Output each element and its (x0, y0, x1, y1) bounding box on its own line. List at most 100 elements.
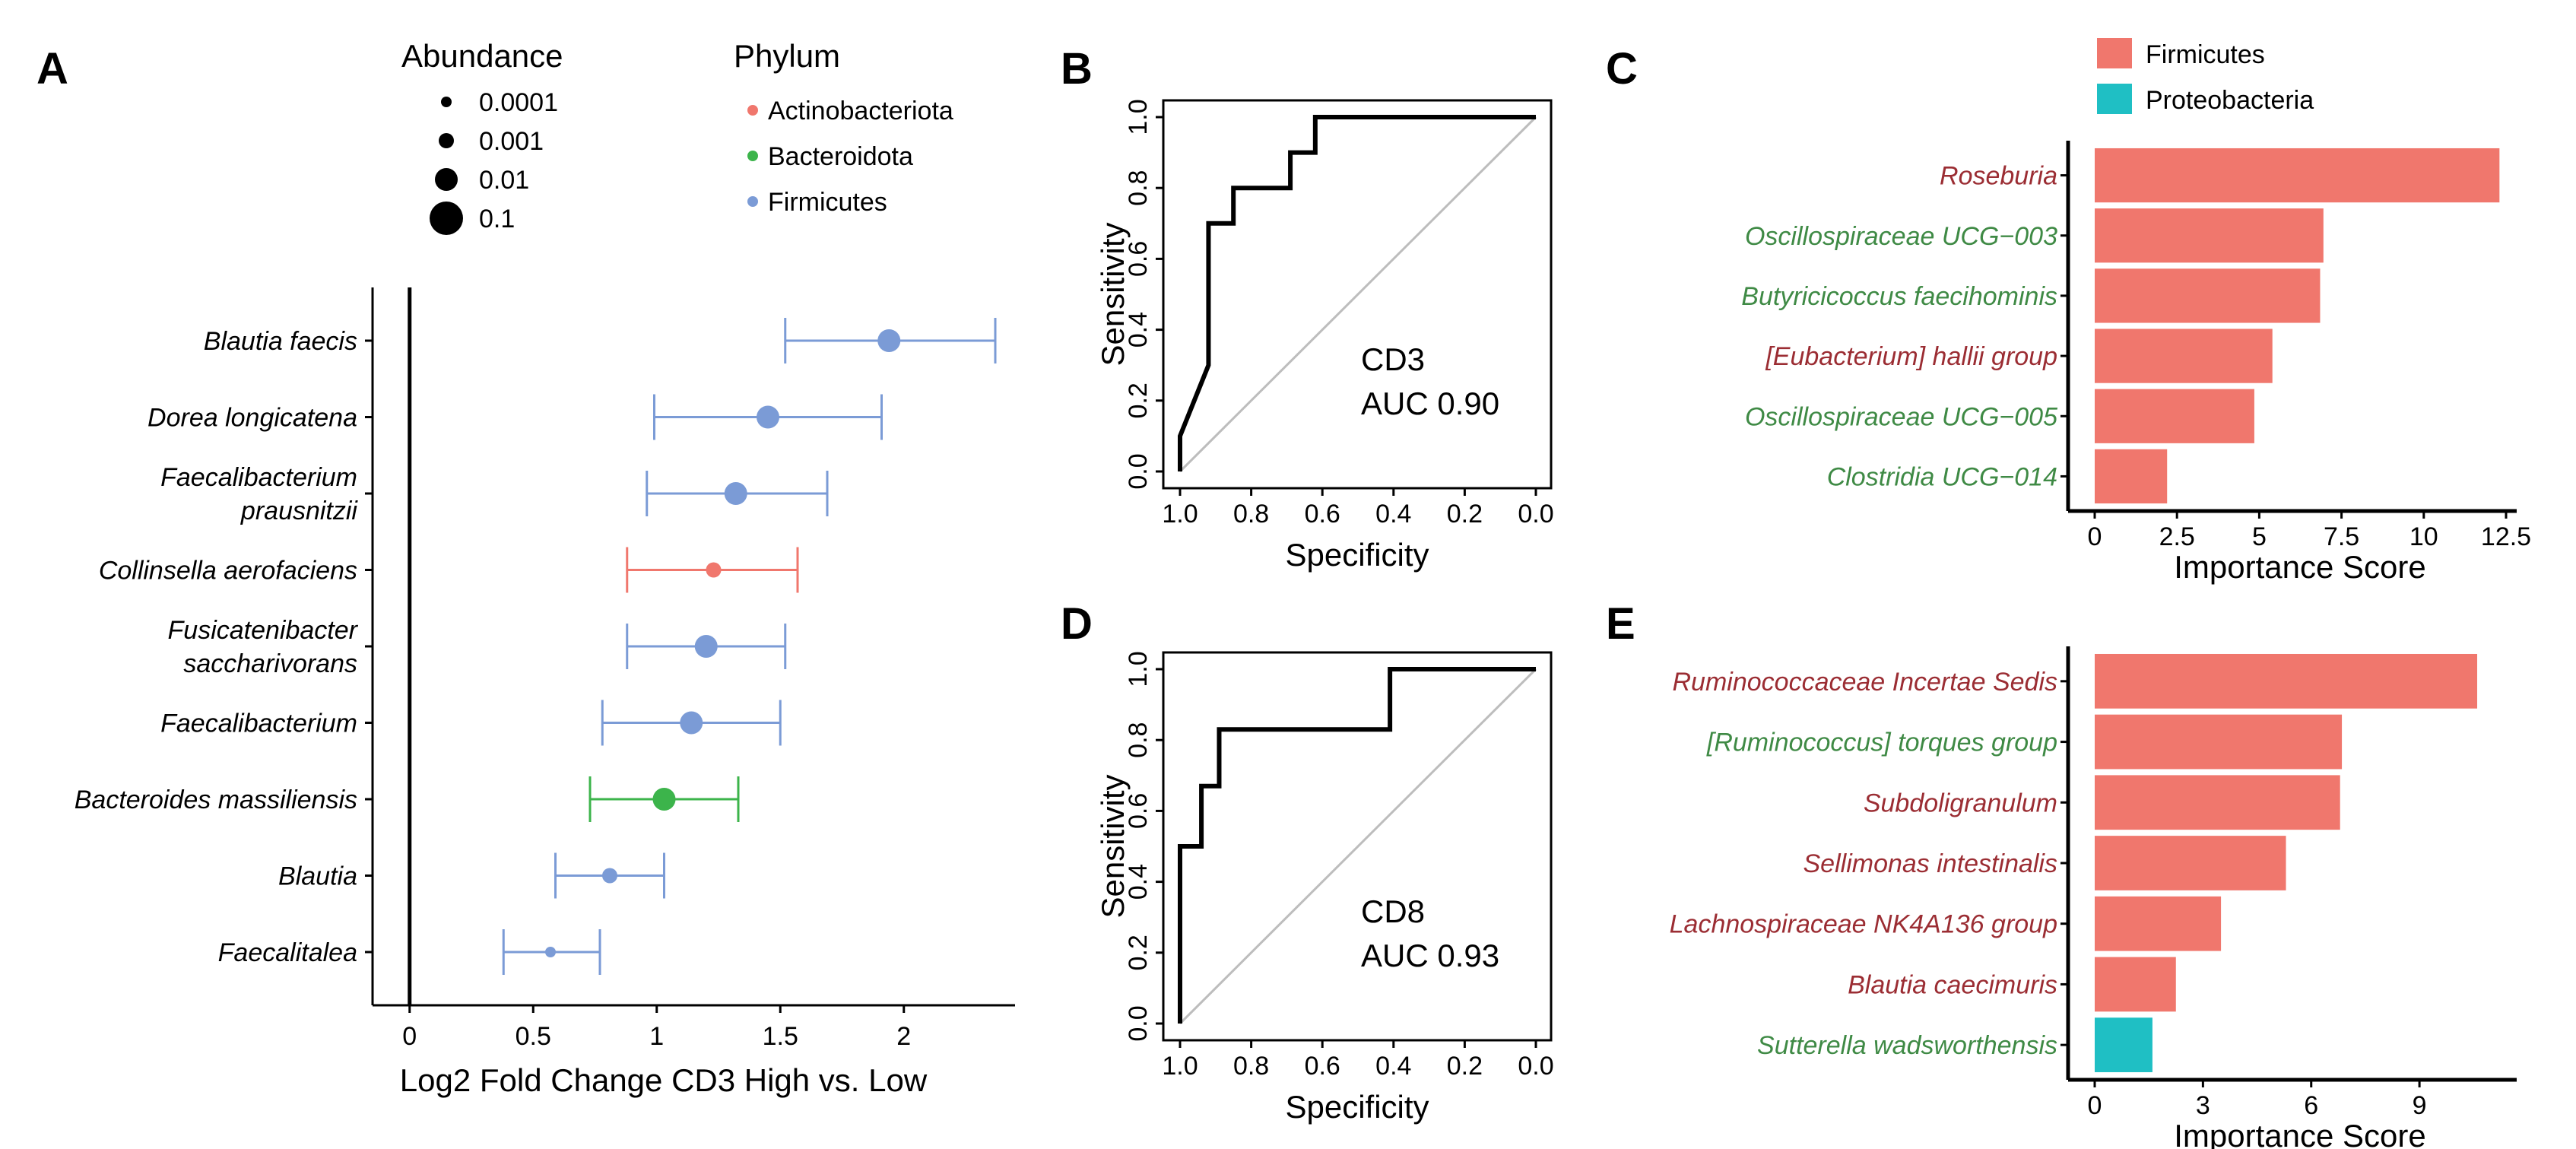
bar-label: [Ruminococcus] torques group (1706, 728, 2057, 757)
y-tick-label: Faecalibacterium (160, 463, 357, 492)
y-tick-label: 0.6 (1124, 241, 1153, 277)
y-axis-title: Sensitivity (1095, 774, 1131, 918)
importance-bar (2095, 389, 2254, 443)
bar-label: Sellimonas intestinalis (1804, 849, 2058, 878)
x-tick-label: 1.0 (1162, 1052, 1198, 1081)
importance-bar (2095, 208, 2324, 263)
y-tick-label: 0.4 (1124, 312, 1153, 348)
legend-swatch (2097, 84, 2132, 114)
importance-bar (2095, 268, 2321, 323)
x-tick-label: 2.5 (2159, 522, 2195, 551)
roc-curve (1178, 667, 1536, 1024)
data-point (694, 635, 718, 658)
chance-diagonal (1179, 668, 1537, 1025)
importance-bar (2095, 1017, 2152, 1073)
roc-annotation-label: CD3 (1361, 341, 1425, 377)
x-tick-label: 1 (649, 1022, 664, 1051)
plot-frame (1162, 651, 1553, 1042)
panel-label-d: D (1061, 599, 1093, 649)
y-tick-label: Faecalitalea (218, 938, 357, 967)
panel-label-c: C (1606, 44, 1638, 94)
x-tick-label: 7.5 (2324, 522, 2359, 551)
bar-label: Oscillospiraceae UCG−003 (1745, 222, 2057, 251)
phylum-legend-dot (747, 105, 758, 116)
importance-bar (2095, 148, 2500, 203)
x-axis-title: Log2 Fold Change CD3 High vs. Low (400, 1062, 928, 1098)
data-point (757, 405, 779, 429)
x-tick-label: 0.0 (1518, 1052, 1553, 1081)
data-point (680, 711, 703, 735)
data-point (706, 562, 722, 578)
size-legend-label: 0.01 (479, 166, 529, 195)
size-legend-dot (435, 168, 458, 191)
data-point (602, 868, 617, 884)
size-legend-dot (439, 133, 454, 148)
y-tick-label: 0.6 (1124, 793, 1153, 829)
x-tick-label: 0.5 (516, 1022, 551, 1051)
x-tick-label: 0.8 (1233, 1052, 1269, 1081)
chance-diagonal (1179, 116, 1537, 473)
y-tick-label: Bacteroides massiliensis (75, 786, 357, 814)
data-point (724, 482, 747, 505)
panel-d-roc-curve: 1.0 0.8 0.6 0.4 0.2 0.0 0.0 0.2 0.4 0.6 0.8 1.0 Spec… (1095, 651, 1554, 1125)
x-tick-label: 6 (2304, 1091, 2318, 1120)
size-legend-label: 0.0001 (479, 88, 558, 117)
panel-label-a: A (36, 44, 68, 94)
bar-label: Blautia caecimuris (1848, 970, 2057, 999)
x-tick-label: 1.0 (1162, 500, 1198, 528)
y-tick-label: 0.2 (1124, 935, 1153, 970)
panel-b-roc-curve: 1.0 0.8 0.6 0.4 0.2 0.0 0.0 0.2 0.4 0.6 0.8 1.0 Spec… (1095, 99, 1554, 573)
legend-swatch (2097, 38, 2132, 68)
y-tick-label: Faecalibacterium (160, 709, 357, 738)
y-tick-label: 1.0 (1124, 99, 1153, 135)
y-tick-label: Fusicatenibacter (168, 616, 359, 645)
y-tick-label: Collinsella aerofaciens (99, 557, 357, 586)
bar-label: Ruminococcaceae Incertae Sedis (1673, 668, 2058, 697)
bar-label: Lachnospiraceae NK4A136 group (1670, 910, 2057, 939)
panel-e-importance-bars: Ruminococcaceae Incertae Sedis [Ruminococ… (1670, 646, 2517, 1149)
x-axis-title: Importance Score (2174, 549, 2426, 585)
phylum-legend-title: Phylum (734, 38, 840, 74)
y-tick-label: 0.2 (1124, 382, 1153, 418)
bar-label: Roseburia (1940, 162, 2057, 191)
importance-bar (2095, 329, 2273, 383)
x-tick-label: 10 (2409, 522, 2438, 551)
roc-curve (1178, 115, 1536, 471)
panel-label-e: E (1606, 599, 1635, 649)
y-tick-label: 0.4 (1124, 864, 1153, 900)
bar-label: Subdoligranulum (1864, 789, 2057, 817)
importance-bar (2095, 957, 2176, 1012)
x-tick-label: 0.8 (1233, 500, 1269, 528)
y-tick-label: 1.0 (1124, 651, 1153, 687)
data-point (545, 947, 556, 957)
data-point (652, 788, 676, 811)
y-tick-label: Blautia (278, 862, 357, 891)
x-tick-label: 0.2 (1447, 500, 1483, 528)
importance-bar (2095, 653, 2478, 709)
importance-bar (2095, 896, 2222, 951)
phylum-legend-label: Bacteroidota (768, 142, 913, 171)
y-tick-label: 0.0 (1124, 453, 1153, 489)
x-tick-label: 0 (402, 1022, 417, 1051)
phylum-legend-label: Actinobacteriota (768, 97, 953, 125)
x-tick-label: 0 (2088, 522, 2102, 551)
y-tick-label: 0.0 (1124, 1005, 1153, 1041)
x-tick-label: 3 (2196, 1091, 2210, 1120)
legend-label: Firmicutes (2146, 40, 2265, 69)
panel-a-dot-plot: Abundance 0.0001 0.001 0.01 0.1 Phylum Actinob… (75, 38, 1015, 1098)
x-tick-label: 1.5 (763, 1022, 798, 1051)
x-tick-label: 0 (2088, 1091, 2102, 1120)
bar-label: [Eubacterium] hallii group (1765, 342, 2057, 371)
x-tick-label: 0.0 (1518, 500, 1553, 528)
size-legend-label: 0.001 (479, 127, 544, 156)
y-tick-label: 0.8 (1124, 170, 1153, 206)
x-tick-label: 9 (2413, 1091, 2427, 1120)
x-tick-label: 0.4 (1375, 500, 1411, 528)
x-tick-label: 0.4 (1375, 1052, 1411, 1081)
phylum-legend-label: Firmicutes (768, 188, 887, 217)
size-legend-dot (441, 97, 452, 107)
data-point (877, 329, 901, 352)
roc-auc-label: AUC 0.90 (1361, 386, 1499, 421)
importance-bar (2095, 714, 2343, 770)
plot-frame (1162, 99, 1553, 490)
